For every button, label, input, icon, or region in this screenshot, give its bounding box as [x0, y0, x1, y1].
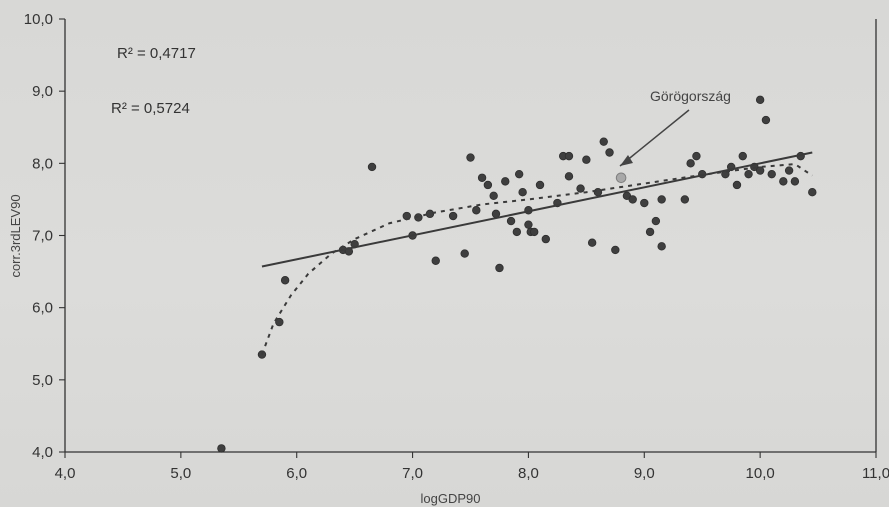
- curve-trendline: [261, 163, 813, 355]
- data-point-16: [466, 153, 475, 162]
- x-tick-label: 6,0: [286, 465, 307, 482]
- data-point-50: [657, 242, 666, 251]
- y-tick-label: 4,0: [32, 444, 53, 461]
- data-point-64: [755, 166, 765, 175]
- data-point-59: [738, 151, 747, 161]
- data-point-42: [599, 137, 608, 146]
- data-point-4: [280, 276, 290, 285]
- data-point-24: [506, 216, 516, 226]
- highlight-arrow: [619, 109, 690, 167]
- data-point-63: [761, 115, 771, 125]
- data-point-26: [514, 169, 524, 179]
- data-point-8: [367, 162, 377, 172]
- data-point-52: [680, 195, 690, 204]
- data-point-47: [640, 198, 649, 208]
- data-point-48: [645, 227, 655, 237]
- data-point-1: [217, 444, 226, 453]
- data-point-43: [605, 148, 614, 157]
- data-point-31: [530, 227, 539, 237]
- data-point-28: [524, 220, 533, 229]
- data-point-68: [790, 177, 800, 186]
- data-point-23: [501, 177, 510, 186]
- data-point-37: [564, 172, 574, 181]
- data-point-25: [512, 227, 522, 237]
- r2-linear-label: R² = 0,4717: [117, 45, 196, 62]
- data-point-44: [611, 245, 620, 255]
- x-tick-label: 8,0: [518, 465, 539, 482]
- x-tick-label: 5,0: [170, 465, 191, 482]
- y-tick-label: 10,0: [24, 11, 53, 28]
- data-point-27: [518, 187, 527, 197]
- r2-curve-label: R² = 0,5724: [111, 100, 190, 117]
- data-point-38: [576, 184, 585, 193]
- highlight-arrowhead: [620, 155, 633, 166]
- data-point-65: [767, 169, 776, 179]
- data-point-49: [651, 216, 661, 226]
- data-point-36: [564, 151, 574, 161]
- data-point-3: [275, 317, 284, 327]
- y-axis-label: corr.3rdLEV90: [8, 194, 23, 277]
- x-tick-label: 4,0: [55, 465, 76, 482]
- data-point-53: [686, 159, 695, 168]
- linear-trendline: [261, 151, 813, 268]
- data-point-20: [489, 191, 498, 201]
- data-point-19: [483, 180, 493, 190]
- data-point-62: [755, 95, 765, 105]
- x-tick-label: 7,0: [402, 465, 423, 482]
- data-point-39: [582, 155, 591, 164]
- data-point-32: [535, 180, 545, 190]
- data-point-40: [587, 238, 597, 247]
- plot-area: [217, 95, 817, 453]
- data-point-15: [460, 249, 469, 258]
- tick-labels: 4,0 5,0 6,0 7,0 8,0 9,0 10,0 4,0 5,0 6,0 7,0 8,0 9,0…: [24, 11, 889, 482]
- data-point-58: [732, 180, 742, 190]
- data-point-13: [431, 256, 440, 265]
- data-point-46: [628, 195, 637, 204]
- data-point-66: [779, 177, 788, 186]
- x-tick-label: 9,0: [634, 465, 655, 482]
- axes-group: [64, 19, 877, 453]
- data-point-51: [657, 195, 666, 204]
- data-point-67: [784, 166, 794, 175]
- data-point-60: [744, 169, 753, 179]
- data-point-54: [692, 151, 701, 161]
- x-tick-label: 11,0: [862, 465, 889, 482]
- x-tick-label: 10,0: [746, 465, 775, 482]
- highlight-label: Görögország: [650, 88, 731, 104]
- data-point-33: [541, 234, 551, 244]
- y-tick-label: 9,0: [32, 83, 53, 100]
- y-tick-label: 8,0: [32, 155, 53, 172]
- data-point-18: [477, 173, 487, 182]
- data-point-41: [593, 187, 603, 197]
- data-point-70: [808, 187, 817, 197]
- x-axis-label: logGDP90: [421, 491, 481, 506]
- y-tick-label: 7,0: [32, 228, 53, 245]
- highlight-point: [615, 172, 627, 184]
- data-point-22: [495, 263, 504, 273]
- y-tick-label: 5,0: [32, 372, 53, 389]
- data-point-14: [448, 211, 458, 221]
- y-tick-label: 6,0: [32, 300, 53, 317]
- data-point-17: [472, 206, 481, 215]
